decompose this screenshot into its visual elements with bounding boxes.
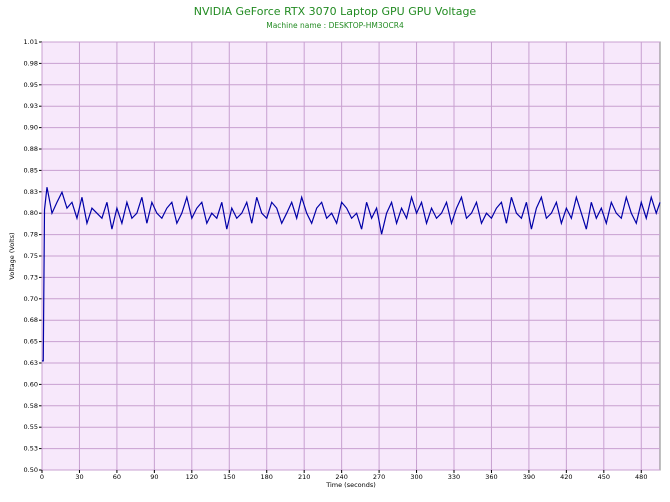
y-tick-label: 0.75: [24, 252, 38, 260]
y-tick-label: 0.98: [24, 59, 38, 67]
y-tick-label: 0.68: [24, 316, 38, 324]
x-tick-label: 90: [150, 473, 158, 481]
y-tick-label: 0.80: [24, 209, 38, 217]
x-tick-label: 210: [298, 473, 310, 481]
x-tick-label: 150: [223, 473, 235, 481]
x-tick-label: 480: [635, 473, 647, 481]
y-tick-label: 0.55: [24, 423, 38, 431]
x-tick-label: 240: [335, 473, 347, 481]
y-tick-label: 0.85: [24, 166, 38, 174]
y-tick-label: 0.78: [24, 231, 38, 239]
x-tick-label: 120: [186, 473, 198, 481]
y-tick-label: 0.53: [24, 445, 38, 453]
y-tick-label: 1.01: [24, 38, 38, 46]
x-tick-label: 270: [373, 473, 385, 481]
x-tick-label: 300: [410, 473, 422, 481]
x-tick-label: 360: [485, 473, 497, 481]
y-tick-label: 0.83: [24, 188, 38, 196]
y-tick-label: 0.93: [24, 102, 38, 110]
x-tick-label: 30: [75, 473, 83, 481]
x-tick-label: 450: [598, 473, 610, 481]
x-tick-label: 420: [560, 473, 572, 481]
y-tick-label: 0.73: [24, 273, 38, 281]
x-tick-label: 330: [448, 473, 460, 481]
x-tick-label: 60: [113, 473, 121, 481]
y-axis-label: Voltage (Volts): [8, 232, 16, 279]
y-tick-label: 0.95: [24, 81, 38, 89]
y-tick-label: 0.63: [24, 359, 38, 367]
y-tick-label: 0.60: [24, 380, 38, 388]
y-tick-label: 0.50: [24, 466, 38, 474]
x-tick-label: 180: [261, 473, 273, 481]
x-tick-label: 0: [40, 473, 44, 481]
y-tick-label: 0.88: [24, 145, 38, 153]
y-tick-label: 0.70: [24, 295, 38, 303]
y-tick-label: 0.65: [24, 338, 38, 346]
x-axis-label: Time (seconds): [325, 481, 376, 489]
y-tick-label: 0.90: [24, 124, 38, 132]
x-tick-label: 390: [523, 473, 535, 481]
y-tick-label: 0.58: [24, 402, 38, 410]
chart-title: NVIDIA GeForce RTX 3070 Laptop GPU GPU V…: [194, 5, 477, 18]
data-line: [42, 187, 661, 362]
chart-subtitle: Machine name : DESKTOP-HM3OCR4: [266, 21, 404, 30]
